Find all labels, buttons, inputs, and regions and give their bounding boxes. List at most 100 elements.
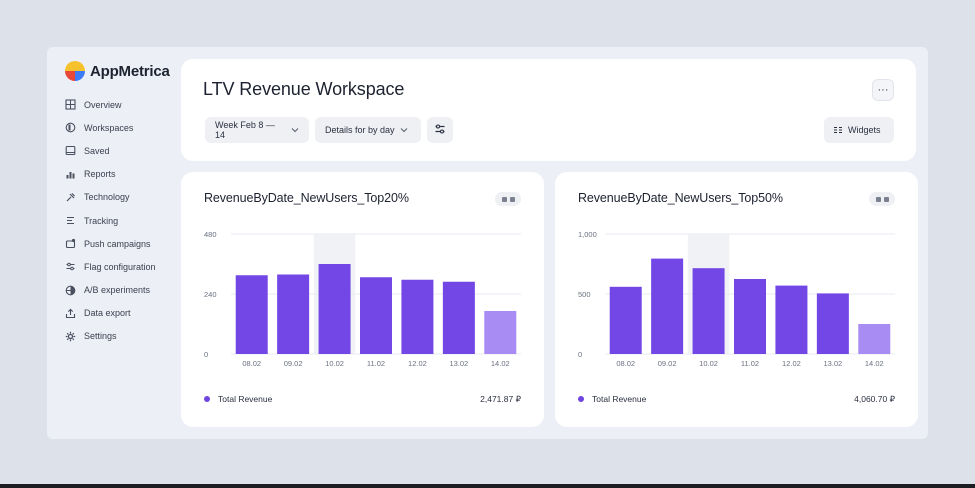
bar xyxy=(442,281,475,354)
chevron-down-icon xyxy=(291,126,299,134)
sidebar-item-settings[interactable]: Settings xyxy=(65,325,181,348)
bar xyxy=(318,264,351,354)
sidebar-item-label: Tracking xyxy=(84,215,119,226)
sidebar-item-label: Overview xyxy=(84,99,122,110)
export-icon xyxy=(65,308,76,319)
filter-settings-button[interactable] xyxy=(427,117,453,143)
tracking-icon xyxy=(65,215,76,226)
period-dropdown[interactable]: Week Feb 8 — 14 xyxy=(205,117,309,143)
sidebar-item-overview[interactable]: Overview xyxy=(65,93,181,116)
sidebar-item-reports[interactable]: Reports xyxy=(65,163,181,186)
sidebar-item-technology[interactable]: Technology xyxy=(65,186,181,209)
bar xyxy=(816,293,849,354)
sidebar-item-flag-configuration[interactable]: Flag configuration xyxy=(65,255,181,278)
sidebar-item-ab-experiments[interactable]: A/B experiments xyxy=(65,279,181,302)
details-dropdown-label: Details for by day xyxy=(325,125,395,135)
settings-icon xyxy=(65,331,76,342)
more-options-button[interactable]: ··· xyxy=(872,79,894,101)
y-tick-label: 500 xyxy=(578,290,591,299)
y-tick-label: 480 xyxy=(204,230,217,239)
x-tick-label: 12.02 xyxy=(408,359,427,368)
sidebar-item-label: Workspaces xyxy=(84,122,134,133)
sidebar-item-workspaces[interactable]: Workspaces xyxy=(65,116,181,139)
details-dropdown[interactable]: Details for by day xyxy=(315,117,421,143)
sidebar-item-label: Saved xyxy=(84,145,110,156)
chart-view-toggle[interactable] xyxy=(869,192,895,206)
sidebar-item-label: Reports xyxy=(84,169,116,180)
sidebar-item-label: A/B experiments xyxy=(84,285,151,296)
bar xyxy=(235,275,268,354)
legend-dot xyxy=(204,396,210,402)
chart-view-icon xyxy=(509,196,515,202)
chart-card-top50: RevenueByDate_NewUsers_Top50% 1,000 500 0 0… xyxy=(555,172,918,427)
sidebar-item-label: Data export xyxy=(84,308,131,319)
x-tick-label: 08.02 xyxy=(616,359,635,368)
chart-title: RevenueByDate_NewUsers_Top20% xyxy=(204,191,409,205)
bar xyxy=(484,311,517,354)
grid-icon xyxy=(65,99,76,110)
sidebar: AppMetrica Overview Workspaces Saved xyxy=(65,59,181,348)
x-tick-label: 08.02 xyxy=(242,359,261,368)
widgets-button[interactable]: Widgets xyxy=(824,117,894,143)
sidebar-item-label: Technology xyxy=(84,192,130,203)
page-title: LTV Revenue Workspace xyxy=(203,79,405,99)
y-tick-label: 0 xyxy=(204,350,208,359)
legend-label: Total Revenue xyxy=(592,394,647,404)
brand[interactable]: AppMetrica xyxy=(65,59,181,83)
x-tick-label: 10.02 xyxy=(325,359,344,368)
widgets-icon xyxy=(833,125,843,135)
chevron-down-icon xyxy=(400,126,408,134)
bar xyxy=(734,279,766,354)
sidebar-item-label: Settings xyxy=(84,331,117,342)
bar xyxy=(609,286,642,354)
bar xyxy=(775,285,808,354)
bar xyxy=(692,268,725,354)
workspace-header-card: LTV Revenue Workspace ··· Week Feb 8 — 1… xyxy=(181,59,916,161)
legend-dot xyxy=(578,396,584,402)
saved-icon xyxy=(65,145,76,156)
more-icon: ··· xyxy=(877,83,889,96)
sidebar-item-saved[interactable]: Saved xyxy=(65,139,181,162)
bar xyxy=(360,277,392,354)
table-view-icon xyxy=(875,196,881,202)
y-tick-label: 240 xyxy=(204,290,217,299)
chart-view-toggle[interactable] xyxy=(495,192,521,206)
push-icon xyxy=(65,238,76,249)
technology-icon xyxy=(65,192,76,203)
x-tick-label: 11.02 xyxy=(741,359,759,368)
x-tick-label: 13.02 xyxy=(449,359,468,368)
widgets-button-label: Widgets xyxy=(848,125,881,135)
x-tick-label: 14.02 xyxy=(865,359,884,368)
bar-chart: 1,000 500 0 08.02 09.02 10.02 11.02 12.02 13.02 1… xyxy=(578,230,895,368)
x-tick-label: 12.02 xyxy=(782,359,801,368)
flag-config-icon xyxy=(65,261,76,272)
total-revenue-value: 2,471.87 ₽ xyxy=(480,394,521,404)
x-tick-label: 09.02 xyxy=(284,359,303,368)
chart-legend: Total Revenue xyxy=(578,394,646,404)
bar-chart: 480 240 0 08.02 09.02 10.02 11.02 12.02 13.02 14.… xyxy=(204,230,521,368)
legend-label: Total Revenue xyxy=(218,394,273,404)
x-tick-label: 09.02 xyxy=(658,359,677,368)
bottom-edge-strip xyxy=(0,484,975,488)
period-dropdown-label: Week Feb 8 — 14 xyxy=(215,120,275,140)
chart-legend: Total Revenue xyxy=(204,394,272,404)
bar xyxy=(651,258,684,354)
bar xyxy=(401,279,434,354)
sidebar-item-label: Push campaigns xyxy=(84,238,151,249)
sidebar-nav: Overview Workspaces Saved Reports xyxy=(65,93,181,348)
app-frame: AppMetrica Overview Workspaces Saved xyxy=(47,47,928,439)
ab-icon xyxy=(65,285,76,296)
chart-view-icon xyxy=(883,196,889,202)
sidebar-item-push-campaigns[interactable]: Push campaigns xyxy=(65,232,181,255)
table-view-icon xyxy=(501,196,507,202)
chart-title: RevenueByDate_NewUsers_Top50% xyxy=(578,191,783,205)
y-tick-label: 1,000 xyxy=(578,230,597,239)
x-tick-label: 13.02 xyxy=(823,359,842,368)
chart-card-top20: RevenueByDate_NewUsers_Top20% 480 240 0 08.… xyxy=(181,172,544,427)
workspace-icon xyxy=(65,122,76,133)
sidebar-item-data-export[interactable]: Data export xyxy=(65,302,181,325)
x-tick-label: 11.02 xyxy=(367,359,385,368)
bar xyxy=(277,274,310,354)
sidebar-item-tracking[interactable]: Tracking xyxy=(65,209,181,232)
x-tick-label: 14.02 xyxy=(491,359,510,368)
